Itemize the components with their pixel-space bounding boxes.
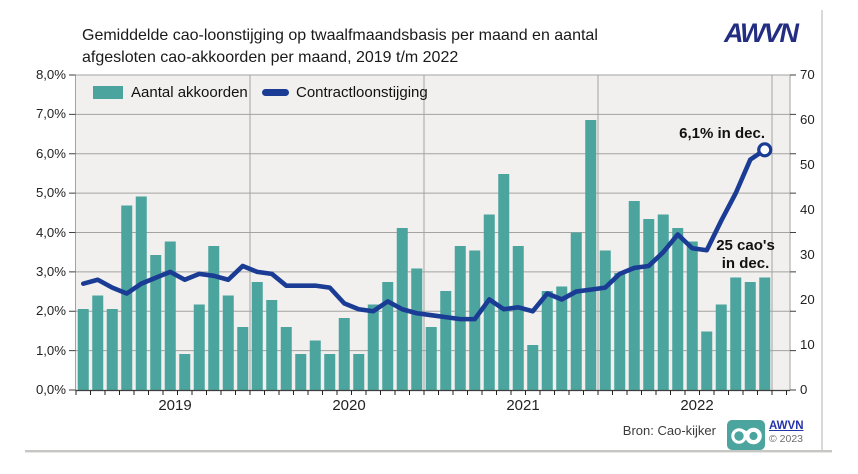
bar-aantal-akkoorden xyxy=(701,331,713,390)
right-axis-tick-label: 0 xyxy=(800,382,808,397)
awvn-link[interactable]: AWVN xyxy=(769,420,804,432)
bar-aantal-akkoorden xyxy=(541,291,553,390)
annotation-wage-december: 6,1% in dec. xyxy=(679,125,765,142)
x-axis-year-label: 2022 xyxy=(680,397,714,414)
bar-aantal-akkoorden xyxy=(266,300,278,390)
left-axis-tick-label: 8,0% xyxy=(35,67,66,82)
bar-aantal-akkoorden xyxy=(295,354,307,390)
bar-aantal-akkoorden xyxy=(164,241,176,390)
left-axis-tick-label: 1,0% xyxy=(35,342,66,358)
source-label: Bron: Cao-kijker xyxy=(622,423,716,438)
awvn-logo: AWVN xyxy=(724,18,799,48)
x-axis-year-label: 2019 xyxy=(158,397,192,414)
card-bottom-shadow xyxy=(25,452,832,453)
x-axis-year-label: 2021 xyxy=(506,397,540,414)
chart-title-line2: afgesloten cao-akkoorden per maand, 2019… xyxy=(82,49,459,66)
x-axis-year-label: 2020 xyxy=(332,397,366,414)
right-axis-tick-label: 10 xyxy=(800,337,815,352)
left-axis-tick-label: 5,0% xyxy=(35,185,66,201)
left-axis-tick-label: 3,0% xyxy=(35,263,66,279)
bar-aantal-akkoorden xyxy=(512,246,524,390)
bar-aantal-akkoorden xyxy=(106,309,118,390)
right-axis-tick-label: 30 xyxy=(800,247,815,262)
bar-aantal-akkoorden xyxy=(222,295,234,390)
bar-aantal-akkoorden xyxy=(759,277,771,390)
bar-aantal-akkoorden xyxy=(92,295,104,390)
bar-aantal-akkoorden xyxy=(425,327,437,390)
bar-aantal-akkoorden xyxy=(657,214,669,390)
bar-aantal-akkoorden xyxy=(570,232,582,390)
bar-aantal-akkoorden xyxy=(179,354,191,390)
bar-aantal-akkoorden xyxy=(672,228,684,390)
bar-aantal-akkoorden xyxy=(367,304,379,390)
legend-line-label: Contractloonstijging xyxy=(296,84,428,101)
bar-aantal-akkoorden xyxy=(440,291,452,390)
left-axis-tick-label: 2,0% xyxy=(35,303,66,319)
bar-aantal-akkoorden xyxy=(280,327,292,390)
bar-aantal-akkoorden xyxy=(498,174,510,390)
chart-title: Gemiddelde cao-loonstijging op twaalfmaa… xyxy=(82,25,598,69)
bar-aantal-akkoorden xyxy=(353,354,365,390)
copyright-label: © 2023 xyxy=(769,433,804,445)
legend-bar-swatch xyxy=(93,86,123,99)
chart-title-line1: Gemiddelde cao-loonstijging op twaalfmaa… xyxy=(82,27,598,44)
bar-aantal-akkoorden xyxy=(556,286,568,390)
bar-aantal-akkoorden xyxy=(715,304,727,390)
bar-aantal-akkoorden xyxy=(77,309,89,390)
bar-aantal-akkoorden xyxy=(686,241,698,390)
bar-aantal-akkoorden xyxy=(527,345,539,390)
bar-aantal-akkoorden xyxy=(643,219,655,390)
legend-line-swatch xyxy=(262,89,289,96)
legend-bar-label: Aantal akkoorden xyxy=(131,84,248,101)
bar-aantal-akkoorden xyxy=(237,327,249,390)
line-contractloonstijging xyxy=(80,147,768,322)
bar-aantal-akkoorden xyxy=(193,304,205,390)
bar-aantal-akkoorden xyxy=(614,273,626,390)
bar-aantal-akkoorden xyxy=(599,250,611,390)
annotation-cao-december: 25 cao's in dec. xyxy=(703,237,788,273)
bar-aantal-akkoorden xyxy=(730,277,742,390)
annotation-cao-line2: in dec. xyxy=(721,255,770,272)
bar-aantal-akkoorden xyxy=(208,246,220,390)
left-axis-tick-label: 6,0% xyxy=(35,145,66,161)
line-end-marker xyxy=(757,142,773,158)
left-axis-tick-label: 0,0% xyxy=(35,382,66,397)
bar-aantal-akkoorden xyxy=(411,268,423,390)
bar-aantal-akkoorden xyxy=(150,255,162,390)
annotation-cao-line1: 25 cao's xyxy=(716,237,775,254)
bar-aantal-akkoorden xyxy=(338,318,350,390)
bar-aantal-akkoorden xyxy=(324,354,336,390)
right-axis-tick-label: 40 xyxy=(800,202,815,217)
right-axis-tick-label: 60 xyxy=(800,112,815,127)
bar-aantal-akkoorden xyxy=(744,282,756,390)
card-right-border xyxy=(821,10,823,451)
bar-aantal-akkoorden xyxy=(135,196,147,390)
right-axis-tick-label: 50 xyxy=(800,157,815,172)
bar-aantal-akkoorden xyxy=(309,340,321,390)
bar-aantal-akkoorden xyxy=(585,120,597,390)
left-axis-tick-label: 4,0% xyxy=(35,224,66,240)
bar-aantal-akkoorden xyxy=(628,201,640,390)
card-bottom-border xyxy=(25,450,832,452)
right-axis-tick-label: 70 xyxy=(800,67,815,82)
bar-aantal-akkoorden xyxy=(251,282,263,390)
cao-kijker-glasses-icon xyxy=(727,420,765,450)
bar-aantal-akkoorden xyxy=(121,205,133,390)
right-axis-tick-label: 20 xyxy=(800,292,815,307)
bar-aantal-akkoorden xyxy=(382,282,394,390)
left-axis-tick-label: 7,0% xyxy=(35,106,66,122)
